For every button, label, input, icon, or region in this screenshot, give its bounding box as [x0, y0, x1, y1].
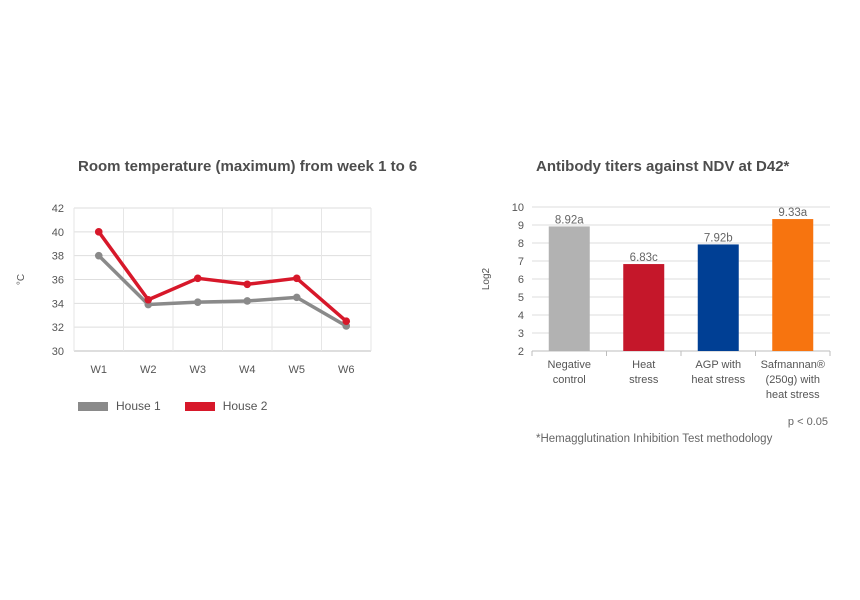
x-tick-label: W2 [140, 364, 157, 376]
data-point-series-2 [193, 274, 202, 283]
x-tick-label: (250g) with [766, 374, 820, 386]
data-point-series-2 [144, 295, 153, 304]
x-tick-label: W6 [338, 364, 355, 376]
y-tick-label: 4 [518, 310, 524, 322]
y-tick-label: 5 [518, 292, 524, 304]
data-point-series-2 [243, 280, 252, 289]
legend-swatch-house-2 [184, 401, 215, 411]
legend-item-house-2: House 2 [184, 399, 268, 413]
bar-data-label: 9.33a [778, 207, 807, 219]
y-tick-label: 42 [52, 203, 64, 215]
bar [772, 219, 814, 351]
bar-data-label: 8.92a [555, 214, 584, 226]
x-tick-label: heat stress [766, 389, 820, 401]
legend-item-house-1: House 1 [78, 399, 161, 413]
data-point-series-1 [243, 297, 252, 305]
bar [623, 264, 665, 351]
y-tick-label: 38 [52, 251, 64, 263]
legend-label-house-2: House 2 [222, 399, 268, 413]
series-line-2 [97, 230, 348, 323]
significance-note: p < 0.05 [787, 416, 828, 428]
x-tick-label: Heat [632, 359, 655, 371]
y-tick-label: 30 [52, 346, 64, 358]
x-tick-label: Safmannan® [761, 359, 825, 371]
y-axis-label: Log2 [481, 267, 492, 290]
x-tick-label: stress [629, 374, 659, 386]
x-tick-label: Negative [548, 359, 591, 371]
methodology-footnote: *Hemagglutination Inhibition Test method… [536, 433, 773, 445]
y-tick-label: 32 [52, 322, 64, 334]
bar-data-label: 6.83c [630, 252, 658, 264]
y-tick-label: 7 [518, 256, 524, 268]
y-tick-label: 10 [512, 202, 524, 214]
series-line-1 [97, 253, 348, 328]
legend-swatch-house-1 [78, 401, 108, 411]
x-tick-label: W4 [239, 364, 256, 376]
data-point-series-2 [94, 228, 103, 236]
line-chart-legend: House 1 House 2 [78, 399, 267, 413]
line-chart-title: Room temperature (maximum) from week 1 t… [78, 158, 418, 175]
y-tick-label: 6 [518, 274, 524, 286]
data-point-series-1 [292, 293, 301, 302]
y-tick-label: 3 [518, 328, 524, 340]
bar [548, 226, 590, 351]
legend-label-house-1: House 1 [116, 399, 161, 413]
x-tick-label: AGP with [695, 359, 741, 371]
bar [697, 244, 739, 351]
data-point-series-1 [94, 251, 103, 260]
x-tick-label: W1 [91, 364, 108, 376]
y-tick-label: 40 [52, 227, 64, 239]
y-tick-label: 9 [518, 220, 524, 232]
data-point-series-2 [342, 317, 351, 326]
data-point-series-2 [292, 274, 301, 283]
y-tick-label: 2 [518, 346, 524, 358]
x-tick-label: W3 [190, 364, 207, 376]
y-tick-label: 34 [52, 298, 64, 310]
x-tick-label: W5 [289, 364, 306, 376]
data-point-series-1 [193, 298, 202, 306]
y-tick-label: 36 [52, 275, 64, 287]
bar-data-label: 7.92b [704, 232, 733, 244]
x-tick-label: heat stress [691, 374, 745, 386]
x-tick-label: control [553, 374, 586, 386]
bar-chart-title: Antibody titers against NDV at D42* [536, 158, 790, 175]
y-tick-label: 8 [518, 238, 524, 250]
y-axis-label: °C [16, 274, 27, 285]
